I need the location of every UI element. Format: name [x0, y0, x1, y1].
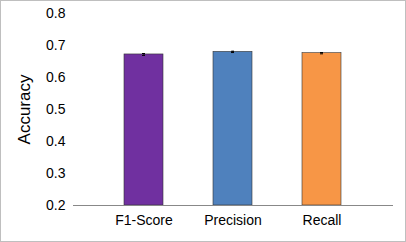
svg-text:Precision: Precision — [204, 212, 262, 228]
svg-text:0.4: 0.4 — [46, 133, 66, 149]
svg-text:Recall: Recall — [303, 212, 342, 228]
svg-text:0.3: 0.3 — [46, 165, 66, 181]
svg-text:0.7: 0.7 — [46, 37, 66, 53]
svg-text:0.8: 0.8 — [46, 5, 66, 21]
svg-text:0.5: 0.5 — [46, 101, 66, 117]
svg-text:Accuracy: Accuracy — [15, 74, 34, 144]
svg-text:0.2: 0.2 — [46, 197, 66, 213]
svg-text:F1-Score: F1-Score — [115, 212, 173, 228]
svg-text:0.6: 0.6 — [46, 69, 66, 85]
